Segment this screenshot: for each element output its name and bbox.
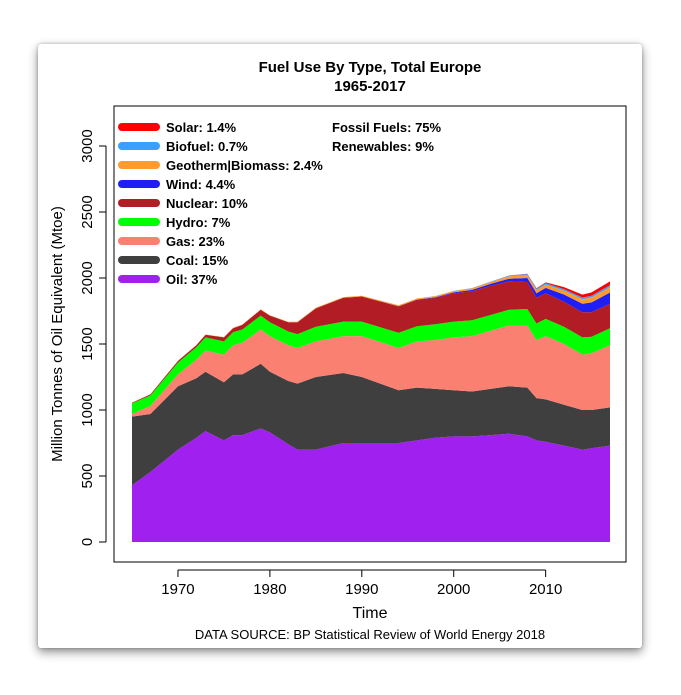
plot-border (113, 105, 627, 563)
area-nuclear (132, 281, 610, 404)
legend-item: Wind: 4.4% (118, 177, 236, 192)
area-oil (132, 428, 610, 542)
legend-item: Nuclear: 10% (118, 196, 248, 211)
legend-label: Nuclear: 10% (166, 196, 248, 211)
legend-item: Geotherm|Biomass: 2.4% (118, 158, 323, 173)
legend-label: Gas: 23% (166, 234, 225, 249)
y-tick-label: 3000 (79, 129, 96, 162)
legend-label: Biofuel: 0.7% (166, 139, 248, 154)
legend-label: Wind: 4.4% (166, 177, 236, 192)
area-hydro (132, 309, 610, 414)
legend-summary-label: Renewables: 9% (332, 139, 434, 154)
y-tick-label: 0 (79, 538, 96, 546)
x-tick-label: 2010 (529, 581, 562, 598)
data-source-note: DATA SOURCE: BP Statistical Review of Wo… (195, 627, 545, 642)
x-tick-label: 1990 (345, 581, 378, 598)
x-tick-label: 1970 (161, 581, 194, 598)
x-axis: 1970 1980 1990 2000 2010 (161, 569, 562, 598)
y-tick-label: 500 (79, 463, 96, 488)
x-tick-label: 2000 (437, 581, 470, 598)
legend-item: Coal: 15% (118, 253, 229, 268)
y-tick-label: 1500 (79, 327, 96, 360)
legend-item: Gas: 23% (118, 234, 225, 249)
legend-summary-label: Fossil Fuels: 75% (332, 120, 442, 135)
x-tick-label: 1980 (253, 581, 286, 598)
area-coal (132, 363, 610, 486)
legend-label: Geotherm|Biomass: 2.4% (166, 158, 323, 173)
legend-label: Oil: 37% (166, 272, 218, 287)
legend-item: Hydro: 7% (118, 215, 231, 230)
legend-item: Oil: 37% (118, 272, 218, 287)
chart-title: Fuel Use By Type, Total Europe (259, 59, 482, 76)
legend-item: Biofuel: 0.7% (118, 139, 248, 154)
y-axis-label: Million Tonnes of Oil Equivalent (Mtoe) (49, 206, 66, 462)
area-solar (132, 273, 610, 403)
legend-label: Solar: 1.4% (166, 120, 237, 135)
chart-card: Fuel Use By Type, Total Europe 1965-2017… (38, 44, 642, 648)
y-tick-label: 2000 (79, 261, 96, 294)
legend-label: Coal: 15% (166, 253, 229, 268)
stacked-area-chart: Fuel Use By Type, Total Europe 1965-2017… (49, 59, 627, 642)
legend-item: Solar: 1.4% (118, 120, 237, 135)
legend: Solar: 1.4% Biofuel: 0.7% Geotherm|Biomass… (118, 120, 442, 287)
y-axis: 0 500 1000 1500 2000 2500 3000 (79, 129, 107, 546)
y-tick-label: 2500 (79, 195, 96, 228)
x-axis-label: Time (353, 605, 388, 622)
chart-subtitle: 1965-2017 (334, 78, 406, 95)
y-tick-label: 1000 (79, 393, 96, 426)
area-gas (132, 325, 610, 417)
legend-label: Hydro: 7% (166, 215, 231, 230)
area-layers (132, 273, 610, 542)
